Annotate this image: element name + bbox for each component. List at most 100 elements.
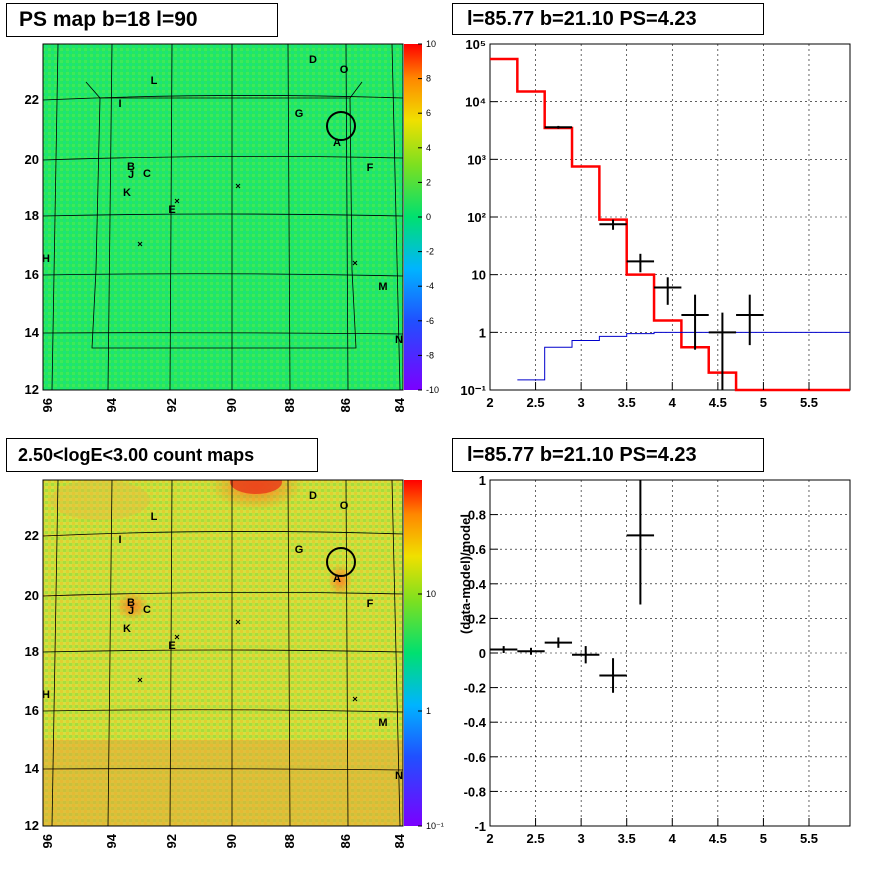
- source-label-K: K: [123, 623, 131, 635]
- y-tick-label-5: 0: [479, 646, 486, 661]
- spectrum-series: [490, 57, 850, 392]
- y-tick-label-20: 20: [25, 588, 39, 603]
- y-tick-label-14: 14: [25, 325, 40, 340]
- data-point-0: [544, 125, 573, 129]
- x-tick-label-84: 84: [392, 397, 407, 412]
- colorbar-tick-label--4: -4: [426, 281, 434, 291]
- colorbar-tick-label-10: 10: [426, 39, 436, 49]
- x-tick-label-5: 5: [760, 395, 767, 410]
- source-label-C: C: [143, 168, 151, 180]
- residual-x-ticks: 2 2.5 3 3.5 4 4.5 5 5.5: [486, 818, 818, 846]
- x-tick-label-3: 3: [578, 831, 585, 846]
- ps-colorbar: [404, 44, 422, 390]
- count-map-title: 2.50<logE<3.00 count maps: [6, 438, 318, 472]
- data-point-1: [517, 647, 545, 655]
- source-label-A: A: [333, 137, 341, 149]
- colorbar-tick-label-8: 8: [426, 74, 431, 84]
- x-tick-label-90: 90: [224, 834, 239, 848]
- ps-map-title: PS map b=18 l=90: [6, 3, 278, 37]
- x-tick-label-96: 96: [40, 834, 55, 848]
- source-label-H: H: [42, 253, 50, 265]
- y-tick-label-12: 12: [25, 818, 39, 833]
- x-tick-label-88: 88: [282, 398, 297, 412]
- count-map-crosses: [137, 619, 358, 702]
- source-label-K: K: [123, 187, 131, 199]
- count-map-source-labels: D O L I G A BJ C F K E H M N: [42, 490, 403, 782]
- y-tick-label-1: -0.8: [464, 784, 486, 799]
- ps-map-x-ticks: 96 94 92 90 88 86 84: [40, 397, 407, 412]
- count-map-y-ticks: 12 14 16 18 20 22: [25, 528, 40, 833]
- y-tick-label-16: 16: [25, 267, 39, 282]
- source-label-I: I: [118, 534, 121, 546]
- spectrum-title: l=85.77 b=21.10 PS=4.23: [452, 3, 764, 35]
- count-map-panel: D O L I G A BJ C F K E H M N 10 1 10⁻¹ 96 94 92 90 88 86 84 1…: [25, 479, 444, 848]
- source-label-N: N: [395, 770, 403, 782]
- x-tick-label-96: 96: [40, 398, 55, 412]
- x-tick-label-5: 5: [760, 831, 767, 846]
- ps-map-y-ticks: 12 14 16 18 20 22: [25, 92, 40, 397]
- x-tick-label-94: 94: [104, 833, 119, 848]
- data-point-2: [626, 253, 655, 273]
- colorbar-tick-label--8: -8: [426, 350, 434, 360]
- data-point-3: [654, 277, 682, 305]
- y-tick-label-16: 16: [25, 703, 39, 718]
- y-tick-label-6: 0.2: [468, 611, 486, 626]
- y-tick-label-18: 18: [25, 208, 39, 223]
- data-point-1: [599, 219, 627, 230]
- source-label-H: H: [42, 689, 50, 701]
- x-tick-label-86: 86: [338, 398, 353, 412]
- source-label-C: C: [143, 604, 151, 616]
- data-point-4: [599, 658, 627, 693]
- colorbar-tick-label--6: -6: [426, 316, 434, 326]
- colorbar-tick-label-6: 6: [426, 108, 431, 118]
- source-label-E: E: [168, 640, 175, 652]
- source-label-M: M: [378, 717, 387, 729]
- x-tick-label-2.5: 2.5: [527, 395, 545, 410]
- source-label-B: B: [127, 597, 135, 609]
- source-label-L: L: [151, 511, 158, 523]
- spectrum-x-ticks: 2 2.5 3 3.5 4 4.5 5 5.5: [486, 382, 818, 410]
- residual-y-ticks: -1 -0.8 -0.6 -0.4 -0.2 0 0.2 0.4 0.6 0.8 1: [464, 473, 498, 834]
- source-label-N: N: [395, 334, 403, 346]
- source-label-A: A: [333, 573, 341, 585]
- y-tick-label-2: 10: [472, 268, 486, 283]
- data-point-5: [626, 480, 655, 605]
- source-label-I: I: [118, 98, 121, 110]
- x-tick-label-3.5: 3.5: [618, 831, 636, 846]
- colorbar-tick-label-0: 10: [426, 589, 436, 599]
- y-tick-label-1: 1: [479, 325, 486, 340]
- source-label-F: F: [367, 162, 374, 174]
- residual-panel: 2 2.5 3 3.5 4 4.5 5 5.5 -1 -0.8 -0.6 -0.4 -0.2 0 0.2 0…: [458, 473, 851, 846]
- count-map-x-ticks: 96 94 92 90 88 86 84: [40, 833, 407, 848]
- source-label-B: B: [127, 161, 135, 173]
- spectrum-y-ticks: 10⁻¹ 1 10 10² 10³ 10⁴ 10⁵: [460, 37, 498, 398]
- x-tick-label-4.5: 4.5: [709, 395, 727, 410]
- source-label-G: G: [295, 108, 304, 120]
- data-point-5: [708, 312, 737, 390]
- y-tick-label-5: 10⁴: [465, 95, 486, 110]
- colorbar-tick-label-1: 1: [426, 706, 431, 716]
- y-tick-label-0: -1: [474, 819, 486, 834]
- colorbar-tick-label-0: 0: [426, 212, 431, 222]
- spectrum-panel: 2 2.5 3 3.5 4 4.5 5 5.5 10⁻¹ 1 10 10² 10³ 10⁴ 10⁵: [460, 37, 851, 410]
- ps-map-frame: [42, 43, 404, 391]
- source-label-O: O: [340, 64, 349, 76]
- ps-map-crosses: [137, 183, 358, 266]
- series-step-0: [490, 57, 850, 392]
- data-point-3: [572, 646, 600, 664]
- colorbar-tick-label-2: 2: [426, 177, 431, 187]
- residual-grid: [489, 480, 850, 826]
- count-map-frame: [42, 479, 404, 827]
- y-tick-label-14: 14: [25, 761, 40, 776]
- source-label-D: D: [309, 54, 317, 66]
- x-tick-label-3: 3: [578, 395, 585, 410]
- colorbar-tick-label-4: 4: [426, 143, 431, 153]
- data-point-6: [736, 294, 764, 346]
- x-tick-label-94: 94: [104, 397, 119, 412]
- series-step-1: [517, 331, 850, 381]
- y-tick-label-8: 0.6: [468, 542, 486, 557]
- x-tick-label-86: 86: [338, 834, 353, 848]
- x-tick-label-90: 90: [224, 398, 239, 412]
- x-tick-label-2.5: 2.5: [527, 831, 545, 846]
